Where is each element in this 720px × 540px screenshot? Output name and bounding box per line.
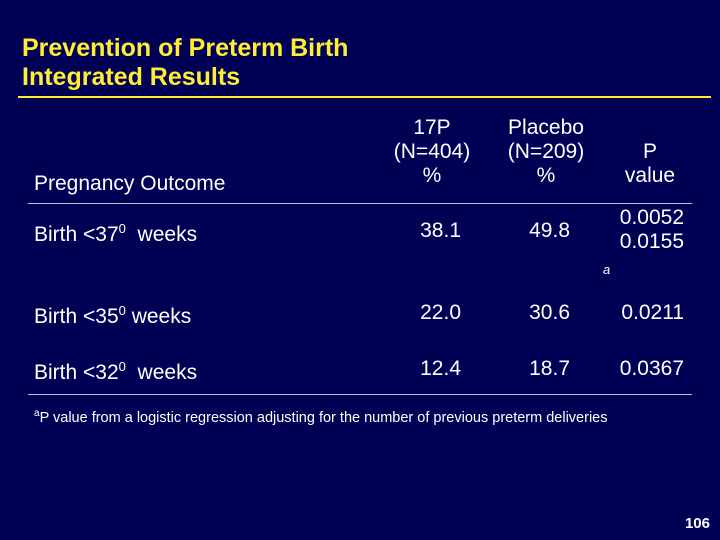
header-p-line-1: P	[642, 140, 657, 163]
row-label-suffix: weeks	[125, 361, 198, 384]
header-placebo-line-3: %	[536, 164, 556, 187]
footnote-mark: a	[34, 408, 40, 419]
header-p-line-2: value	[624, 164, 676, 187]
cell-placebo-birth-37: 49.8	[529, 219, 570, 242]
header-17p-line-2: (N=404)	[393, 140, 471, 163]
row-label-superscript: 0	[118, 359, 126, 374]
header-pregnancy-outcome: Pregnancy Outcome	[34, 172, 226, 195]
cell-placebo-birth-35: 30.6	[529, 301, 570, 324]
cell-17p-birth-35: 22.0	[420, 301, 461, 324]
cell-17p-birth-37: 38.1	[420, 219, 461, 242]
row-label-suffix: weeks	[125, 305, 192, 328]
p-value-2: 0.0155	[619, 230, 684, 253]
title-line-2: Integrated Results	[22, 63, 241, 91]
header-17p: 17P (N=404) %	[378, 116, 486, 188]
header-divider	[28, 203, 692, 204]
row-label-birth-37: Birth <370 weeks	[34, 217, 197, 247]
cell-pvalue-birth-35: 0.0211	[621, 301, 684, 324]
title-divider	[18, 96, 711, 98]
header-p-value: P value	[596, 140, 704, 188]
footnote-text: P value from a logistic regression adjus…	[39, 409, 608, 426]
cell-pvalue-birth-32: 0.0367	[619, 357, 684, 380]
cell-17p-birth-32: 12.4	[420, 357, 461, 380]
footnote-divider	[28, 394, 692, 395]
footnote-marker: a	[603, 262, 611, 277]
cell-placebo-birth-32: 18.7	[529, 357, 570, 380]
header-placebo-line-2: (N=209)	[507, 140, 585, 163]
row-label-superscript: 0	[118, 303, 126, 318]
slide-title: Prevention of Preterm Birth Integrated R…	[22, 34, 348, 92]
row-label-text: Birth <32	[34, 361, 119, 384]
row-label-birth-32: Birth <320 weeks	[34, 355, 197, 385]
row-label-text: Birth <35	[34, 305, 119, 328]
row-label-text: Birth <37	[34, 223, 119, 246]
header-placebo: Placebo (N=209) %	[492, 116, 600, 188]
header-17p-line-3: %	[422, 164, 442, 187]
cell-pvalue-birth-37: 0.0052 0.0155	[580, 206, 684, 254]
row-label-birth-35: Birth <350 weeks	[34, 299, 191, 329]
row-label-superscript: 0	[118, 221, 126, 236]
title-line-1: Prevention of Preterm Birth	[22, 34, 349, 62]
footnote: aP value from a logistic regression adju…	[34, 405, 684, 427]
header-17p-line-1: 17P	[413, 116, 451, 139]
header-placebo-line-1: Placebo	[508, 116, 584, 139]
page-number: 106	[684, 515, 710, 532]
p-value-1: 0.0052	[619, 206, 684, 229]
row-label-suffix: weeks	[125, 223, 198, 246]
